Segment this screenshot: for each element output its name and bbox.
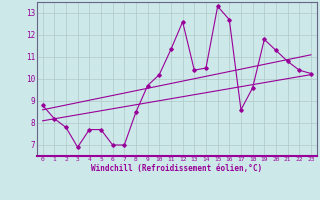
X-axis label: Windchill (Refroidissement éolien,°C): Windchill (Refroidissement éolien,°C) bbox=[91, 164, 262, 173]
